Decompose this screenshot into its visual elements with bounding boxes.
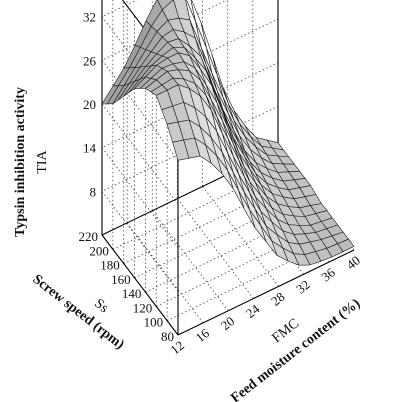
z-tick-4: 32	[83, 10, 96, 25]
x-tick-7: 40	[343, 253, 362, 273]
y-tick-1: 100	[144, 315, 164, 330]
y-tick-0: 80	[161, 329, 174, 344]
y-axis-short-label: Ss	[91, 296, 111, 316]
z-axis-title: Typsin inhibition activity	[13, 87, 28, 237]
floor-grid-y-1	[166, 235, 344, 322]
surface-cell-0-0	[172, 139, 190, 161]
floor-grid-y-3	[145, 206, 322, 293]
x-tick-6: 36	[318, 264, 338, 284]
floor-grid-x-1	[126, 222, 204, 324]
x-tick-1: 16	[193, 325, 213, 345]
y-tick-4: 160	[111, 272, 131, 287]
z-axis-short-label: TIA	[35, 149, 50, 173]
y-tick-6: 200	[89, 243, 109, 258]
x-tick-5: 32	[293, 277, 312, 297]
frame-edge-1	[101, 234, 179, 336]
y-tick-3: 140	[122, 286, 142, 301]
z-tick-0: 8	[90, 184, 97, 199]
floor-grid-y-2	[156, 221, 333, 307]
y-tick-7: 220	[79, 229, 99, 244]
x-tick-2: 20	[218, 313, 237, 333]
ticks-layer: 8142026323880100120140160180200220121620…	[79, 10, 363, 358]
floor-grid-x-3	[177, 198, 254, 299]
y-tick-2: 120	[133, 300, 153, 315]
floor-grid-x-4	[202, 186, 279, 287]
surface-layer	[101, 0, 355, 266]
frame-edge-0	[177, 249, 355, 336]
floor-grid-x-2	[151, 210, 229, 311]
y-tick-5: 180	[100, 258, 120, 273]
x-tick-3: 24	[243, 301, 263, 321]
z-tick-2: 20	[83, 97, 96, 112]
floor-grid-y-5	[123, 178, 300, 264]
floor-grid-y-6	[112, 163, 290, 250]
floor-grid-y-4	[134, 192, 311, 279]
x-tick-4: 28	[268, 289, 287, 309]
z-tick-3: 26	[83, 53, 97, 68]
z-tick-1: 14	[83, 141, 97, 156]
